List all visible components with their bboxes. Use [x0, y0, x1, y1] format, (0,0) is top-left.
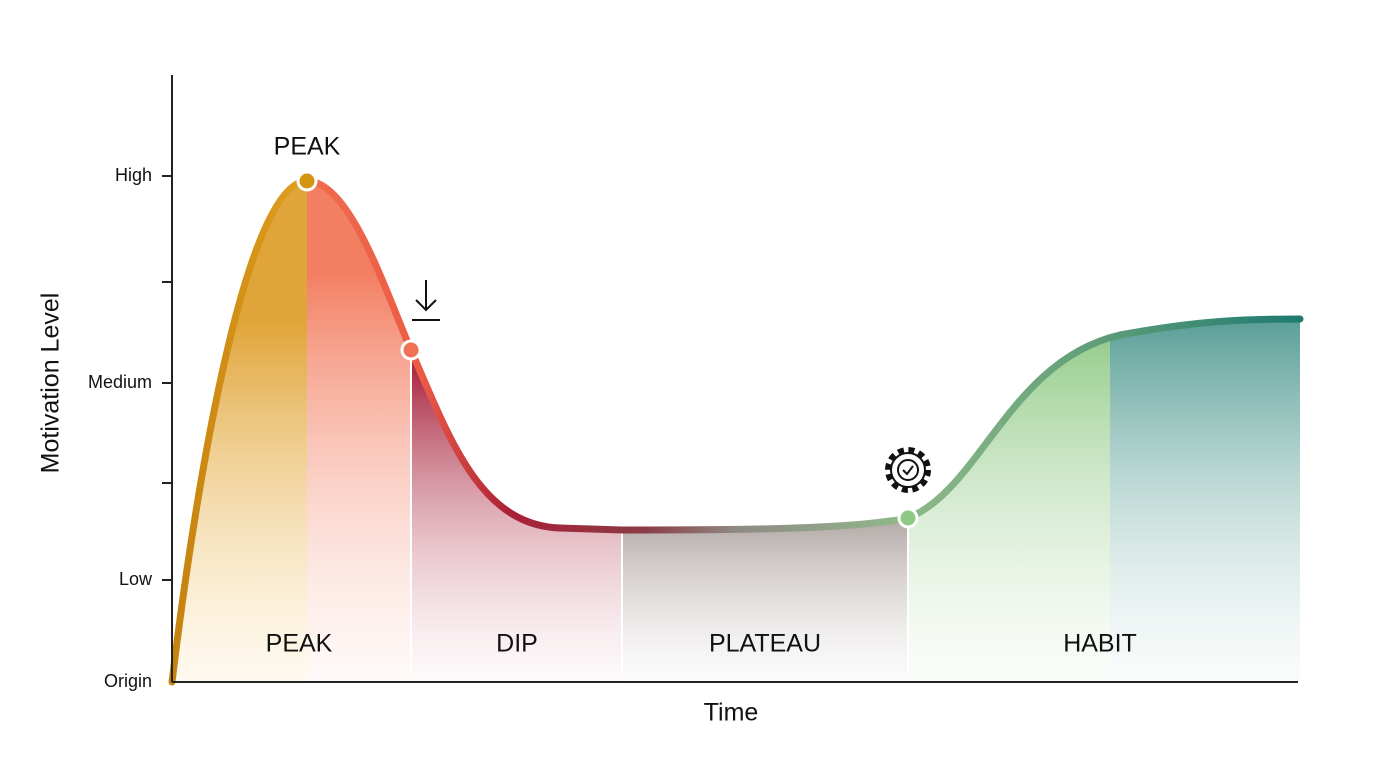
phase-label: DIP: [496, 630, 538, 658]
y-axis-label: Motivation Level: [37, 293, 65, 474]
phase-label: HABIT: [1063, 630, 1137, 658]
y-tick-label: Origin: [104, 671, 152, 691]
gear-icon: [885, 447, 931, 493]
phase-label: PEAK: [266, 630, 333, 658]
plateau-fill: [622, 515, 908, 682]
phase-dividers: [410, 352, 909, 672]
y-tick-label: Medium: [88, 372, 152, 392]
phase-label: PLATEAU: [709, 630, 821, 658]
y-tick-label: Low: [119, 569, 153, 589]
peak-marker: [296, 170, 318, 192]
peak-fill: [172, 181, 307, 682]
motivation-curve: [168, 177, 1304, 686]
habit-fill: [1110, 310, 1300, 682]
habit-marker: [897, 507, 919, 529]
x-axis-label: Time: [704, 699, 759, 727]
down-arrow-icon: [412, 280, 440, 321]
axes: [162, 75, 1298, 683]
peak-fill: [307, 181, 411, 682]
phase-fills: [172, 181, 1300, 682]
dip-marker: [400, 339, 422, 361]
y-tick-label: High: [115, 165, 152, 185]
peak-annotation: PEAK: [274, 133, 341, 161]
